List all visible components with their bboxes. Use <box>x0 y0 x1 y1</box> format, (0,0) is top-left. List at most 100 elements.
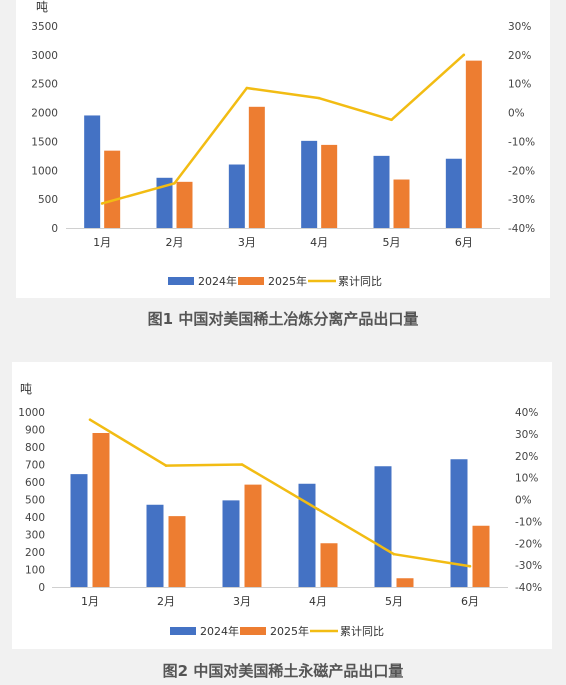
y2-tick-label: 10% <box>508 79 531 91</box>
legend-label: 2024年 <box>198 274 237 288</box>
bar-2025年-6月 <box>472 525 490 587</box>
x-tick-label: 1月 <box>93 236 111 249</box>
x-tick-label: 4月 <box>309 595 327 608</box>
bar-2024年-4月 <box>301 140 318 228</box>
bar-2024年-5月 <box>374 466 392 587</box>
legend-swatch-2024年 <box>168 277 194 285</box>
x-tick-label: 6月 <box>461 595 479 608</box>
x-tick-label: 5月 <box>383 236 401 249</box>
bar-2025年-4月 <box>320 543 338 587</box>
y-tick-label: 600 <box>25 477 45 489</box>
y2-tick-label: -20% <box>508 165 535 177</box>
bar-2025年-1月 <box>92 433 110 587</box>
y-tick-label: 3500 <box>31 21 58 33</box>
x-tick-label: 1月 <box>81 595 99 608</box>
line-point-2月 <box>164 464 168 467</box>
y-tick-label: 900 <box>25 425 45 437</box>
bar-2025年-1月 <box>104 150 121 228</box>
chart-caption-2: 图2 中国对美国稀土永磁产品出口量 <box>162 662 404 680</box>
y2-tick-label: -30% <box>508 194 535 206</box>
y-axis-unit-label: 吨 <box>20 382 32 396</box>
y2-tick-label: -40% <box>508 223 535 235</box>
bar-2025年-5月 <box>393 179 410 228</box>
chart-caption-1: 图1 中国对美国稀土冶炼分离产品出口量 <box>147 310 419 328</box>
bar-2025年-6月 <box>465 60 482 228</box>
line-series-累计同比 <box>89 418 471 568</box>
y-tick-label: 100 <box>25 565 45 577</box>
line-point-4月 <box>317 96 321 100</box>
y2-tick-label: -40% <box>515 582 542 594</box>
chart-panel-2: 吨 0 100 200 300 400 500 600 700 800 900 1000 -40% -30… <box>12 362 552 649</box>
bar-2025年-3月 <box>248 106 265 228</box>
y-tick-label: 500 <box>38 194 58 206</box>
bar-2024年-1月 <box>70 474 88 587</box>
bar-2025年-5月 <box>396 578 414 587</box>
y-tick-label: 0 <box>51 223 58 235</box>
y-tick-label: 1500 <box>31 136 58 148</box>
bar-2025年-2月 <box>176 181 193 228</box>
x-tick-label: 2月 <box>166 236 184 249</box>
line-point-1月 <box>100 202 104 205</box>
x-tick-label: 6月 <box>455 236 473 249</box>
y2-tick-label: 30% <box>508 21 531 33</box>
y-tick-label: 1000 <box>18 407 45 419</box>
bar-2024年-2月 <box>156 177 173 228</box>
y2-tick-label: -10% <box>515 516 542 528</box>
y-tick-label: 700 <box>25 460 45 472</box>
chart-panel-1: 吨 0 500 1000 1500 2000 2500 3000 3500 -40% -30% -20… <box>16 0 550 298</box>
bar-2024年-6月 <box>450 459 468 587</box>
bar-2024年-1月 <box>84 115 101 228</box>
y2-tick-label: 30% <box>515 429 538 441</box>
bar-2024年-2月 <box>146 504 164 587</box>
legend-label: 2025年 <box>270 624 309 638</box>
y-tick-label: 400 <box>25 512 45 524</box>
y-tick-label: 500 <box>25 495 45 507</box>
bar-2025年-4月 <box>321 144 338 228</box>
line-series-累计同比 <box>101 53 465 205</box>
legend-swatch-2024年 <box>170 627 196 635</box>
line-point-5月 <box>392 552 396 556</box>
y-tick-label: 3000 <box>31 50 58 62</box>
y2-tick-label: -10% <box>508 136 535 148</box>
y2-tick-label: 10% <box>515 473 538 485</box>
line-point-3月 <box>245 86 249 90</box>
chart-1: 吨 0 500 1000 1500 2000 2500 3000 3500 -40% -30% -20… <box>31 0 535 288</box>
y2-tick-label: -30% <box>515 560 542 572</box>
legend-label: 累计同比 <box>338 275 382 288</box>
line-point-5月 <box>390 118 393 122</box>
bar-2024年-3月 <box>228 164 245 228</box>
legend-swatch-2025年 <box>238 277 264 285</box>
y-axis-unit-label: 吨 <box>36 0 48 14</box>
legend-label: 累计同比 <box>340 625 384 638</box>
y2-tick-label: 20% <box>515 451 538 463</box>
y2-tick-label: 0% <box>508 108 525 120</box>
x-tick-label: 5月 <box>385 595 403 608</box>
bar-2024年-6月 <box>445 158 462 228</box>
y-tick-label: 200 <box>25 547 45 559</box>
y2-tick-label: 20% <box>508 50 531 62</box>
y-tick-label: 2000 <box>31 108 58 120</box>
bar-2025年-2月 <box>168 516 186 587</box>
y2-tick-label: -20% <box>515 538 542 550</box>
bar-2024年-5月 <box>373 155 390 228</box>
y-tick-label: 800 <box>25 442 45 454</box>
bar-2024年-4月 <box>298 483 316 587</box>
y-tick-label: 1000 <box>31 165 58 177</box>
line-point-2月 <box>173 181 176 185</box>
x-tick-label: 3月 <box>233 595 251 608</box>
legend-label: 2025年 <box>268 274 307 288</box>
line-point-3月 <box>240 463 244 466</box>
x-tick-label: 4月 <box>310 236 328 249</box>
legend-label: 2024年 <box>200 624 239 638</box>
line-point-6月 <box>462 53 466 57</box>
legend-swatch-2025年 <box>240 627 266 635</box>
line-point-1月 <box>88 418 92 421</box>
bar-2024年-3月 <box>222 500 240 587</box>
y-tick-label: 2500 <box>31 79 58 91</box>
chart-2: 吨 0 100 200 300 400 500 600 700 800 900 1000 -40% -30… <box>18 382 542 638</box>
line-point-6月 <box>468 564 472 568</box>
line-point-4月 <box>316 508 320 511</box>
y-tick-label: 0 <box>38 582 45 594</box>
bar-2025年-3月 <box>244 484 262 587</box>
y2-tick-label: 40% <box>515 407 538 419</box>
